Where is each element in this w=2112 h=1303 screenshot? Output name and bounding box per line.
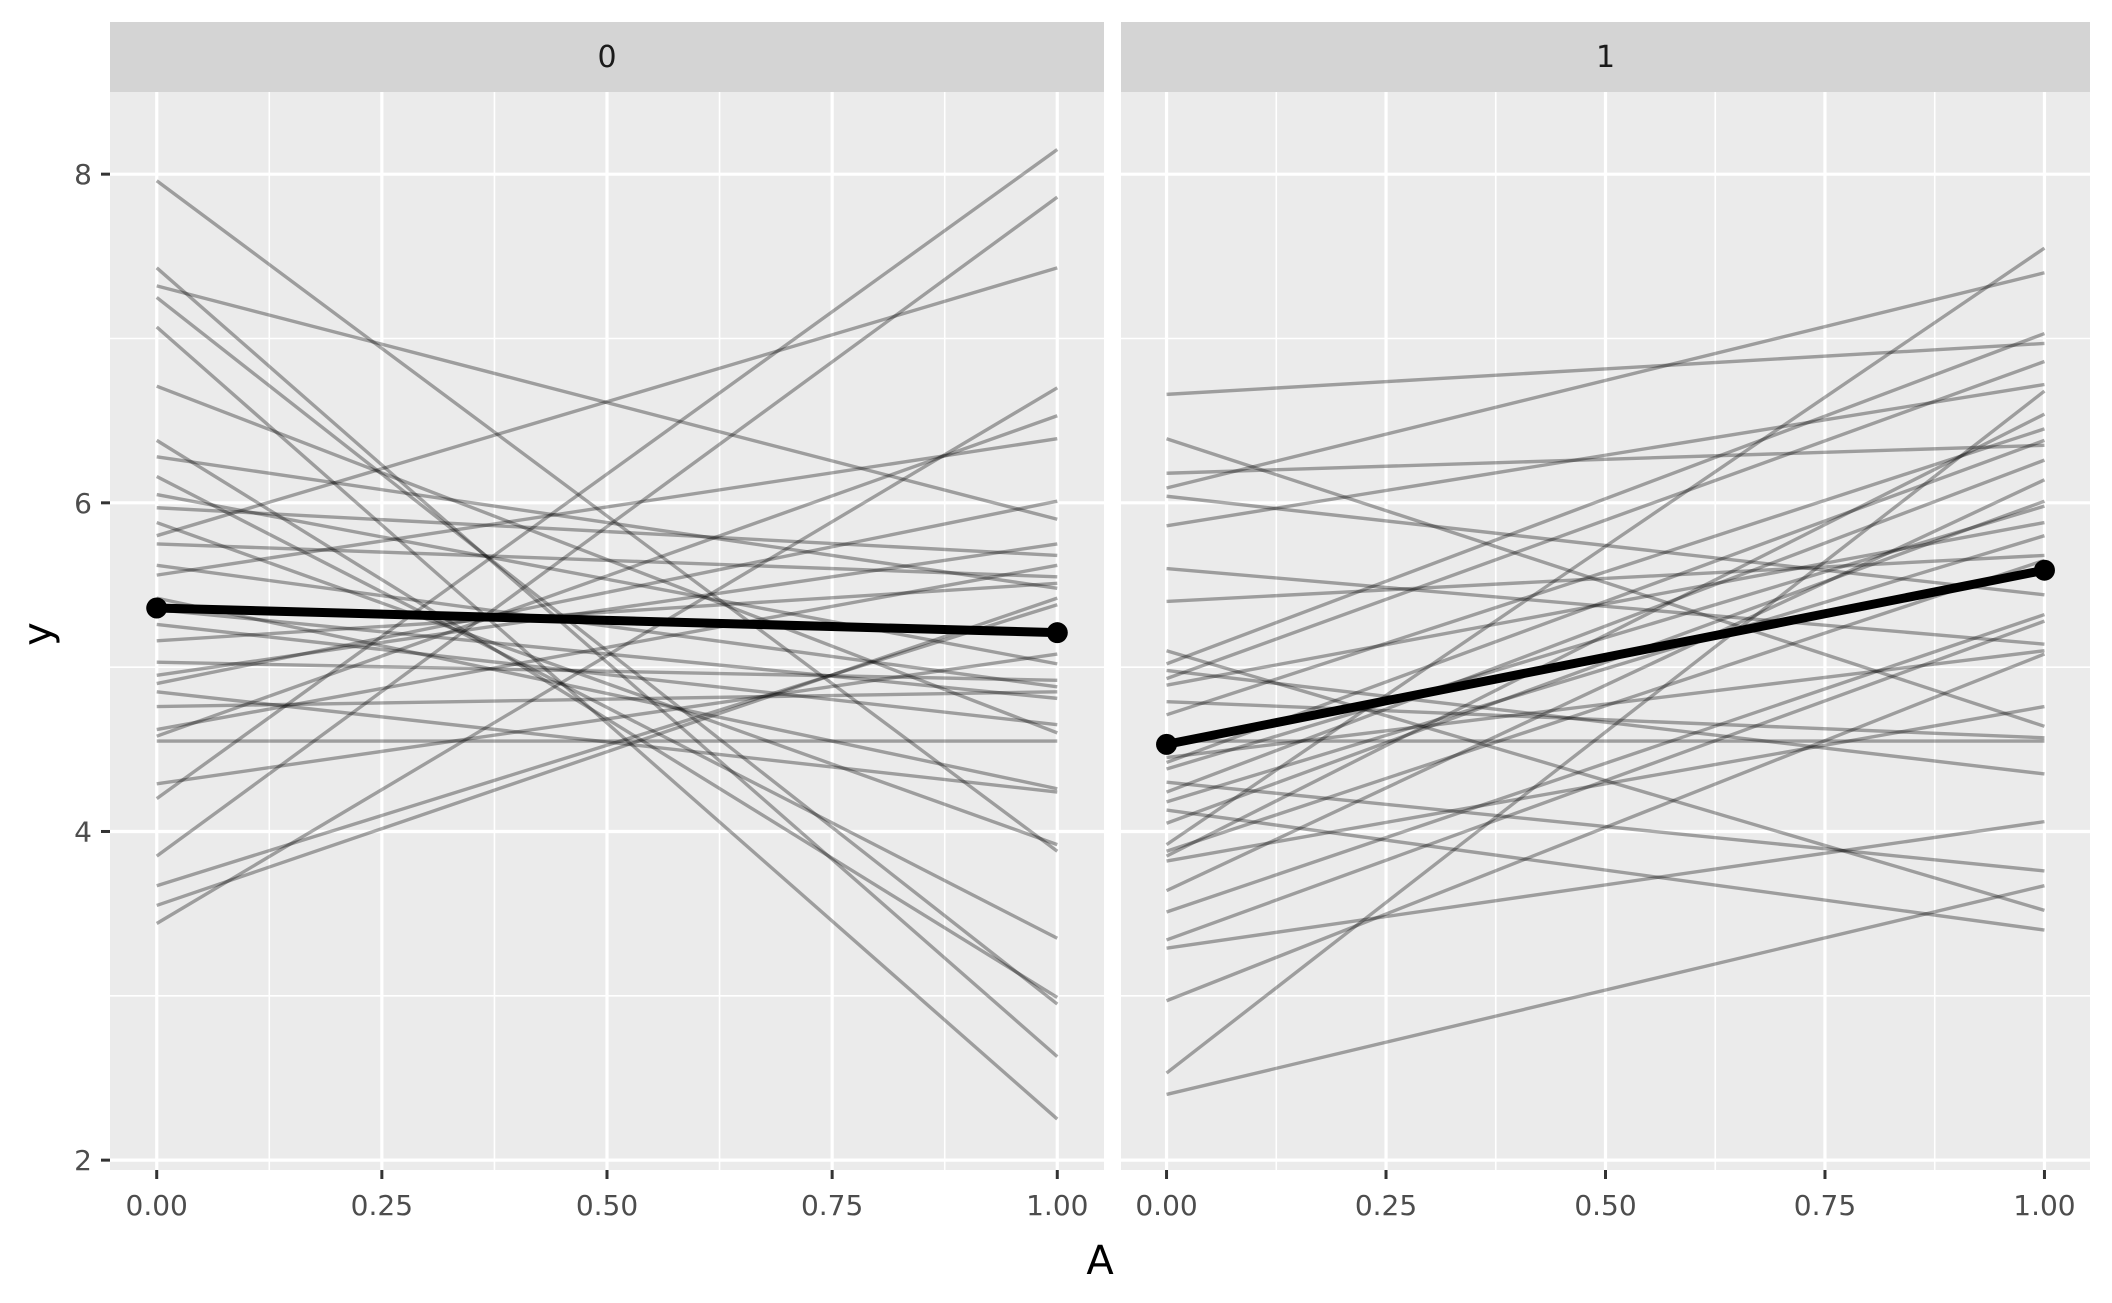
subject-line	[1165, 652, 2046, 1003]
subject-line	[156, 690, 1058, 794]
subject-line	[1166, 808, 2045, 932]
subject-line	[1166, 341, 2045, 397]
subject-line	[156, 563, 1058, 732]
subject-line	[1165, 499, 2046, 825]
subject-line	[156, 596, 1058, 791]
subject-line	[1166, 704, 2045, 863]
subject-line	[1165, 412, 2046, 858]
subject-line	[1165, 331, 2046, 666]
mean-line	[1165, 565, 2046, 749]
subject-line	[155, 179, 1059, 853]
subject-line	[1166, 534, 2045, 804]
subject-line	[1166, 382, 2045, 528]
subject-line	[156, 622, 1058, 727]
subject-line	[1165, 246, 2046, 847]
subject-line	[156, 284, 1058, 521]
subject-line	[156, 266, 1058, 538]
mean-point	[146, 597, 168, 619]
subject-line	[155, 148, 1059, 800]
subject-line	[156, 581, 1058, 643]
subject-line	[1165, 438, 2046, 765]
x-tick-label: 0.25	[351, 1189, 413, 1222]
y-tick-label: 4	[74, 815, 92, 848]
subject-line	[1165, 359, 2046, 681]
subject-line	[156, 652, 1058, 786]
y-tick-label: 2	[74, 1144, 92, 1177]
x-tick-label: 0.75	[1794, 1189, 1856, 1222]
subject-line	[155, 266, 1059, 1058]
x-axis-title: A	[1086, 1238, 1114, 1284]
subject-line	[1165, 612, 2046, 914]
y-tick-label: 8	[74, 158, 92, 191]
mean-point	[1046, 622, 1068, 644]
subject-line	[156, 563, 1058, 689]
mean-line	[156, 603, 1058, 638]
subject-line	[156, 506, 1058, 558]
subject-line	[156, 499, 1058, 686]
subject-line	[156, 690, 1058, 709]
subject-line	[1166, 649, 2045, 760]
subject-line	[1165, 389, 2046, 1075]
subject-line	[155, 475, 1059, 940]
subject-line	[155, 386, 1059, 925]
subject-line	[156, 542, 1058, 579]
subject-line	[1166, 558, 2045, 853]
subject-line	[1165, 458, 2046, 794]
mean-point	[1156, 733, 1178, 755]
subject-line	[156, 607, 1058, 701]
x-tick-label: 0.00	[126, 1189, 188, 1222]
subject-line	[156, 520, 1058, 847]
subject-line	[156, 542, 1058, 678]
x-tick-label: 0.50	[576, 1189, 638, 1222]
subject-line	[156, 384, 1058, 735]
subject-line	[1166, 553, 2045, 604]
subject-line	[1166, 271, 2045, 490]
facet-strip	[1121, 22, 2090, 92]
subject-line	[155, 195, 1059, 858]
x-tick-label: 0.50	[1574, 1189, 1636, 1222]
y-axis-title: y	[15, 622, 61, 646]
subject-line	[155, 325, 1059, 1121]
x-tick-label: 0.00	[1135, 1189, 1197, 1222]
subject-line	[156, 437, 1058, 577]
subject-line	[1166, 699, 2045, 740]
subject-line	[1166, 884, 2045, 1097]
subject-line	[156, 603, 1058, 888]
subject-line	[156, 596, 1058, 908]
subject-line	[1166, 649, 2045, 912]
subject-line	[155, 438, 1059, 999]
x-tick-label: 1.00	[2013, 1189, 2075, 1222]
subject-line	[1166, 668, 2045, 776]
subject-line	[1166, 504, 2045, 771]
subject-line	[156, 455, 1058, 590]
subject-line	[155, 296, 1059, 1006]
y-tick-label: 6	[74, 487, 92, 520]
mean-point	[2033, 559, 2055, 581]
x-tick-label: 1.00	[1026, 1189, 1088, 1222]
subject-line	[156, 660, 1058, 682]
subject-line	[1166, 494, 2045, 597]
x-tick-label: 0.25	[1355, 1189, 1417, 1222]
subject-line	[1166, 520, 2045, 687]
subject-line	[1166, 819, 2045, 950]
x-tick-label: 0.75	[801, 1189, 863, 1222]
subject-line	[156, 414, 1058, 738]
subject-line	[1165, 619, 2046, 942]
facet-strip	[110, 22, 1104, 92]
subject-line	[1166, 443, 2045, 475]
subject-line	[156, 492, 1058, 666]
subject-line	[1166, 437, 2045, 728]
subject-line	[1166, 780, 2045, 873]
subject-line	[1166, 566, 2045, 646]
subject-line	[1166, 427, 2045, 717]
subject-line	[1165, 478, 2046, 893]
